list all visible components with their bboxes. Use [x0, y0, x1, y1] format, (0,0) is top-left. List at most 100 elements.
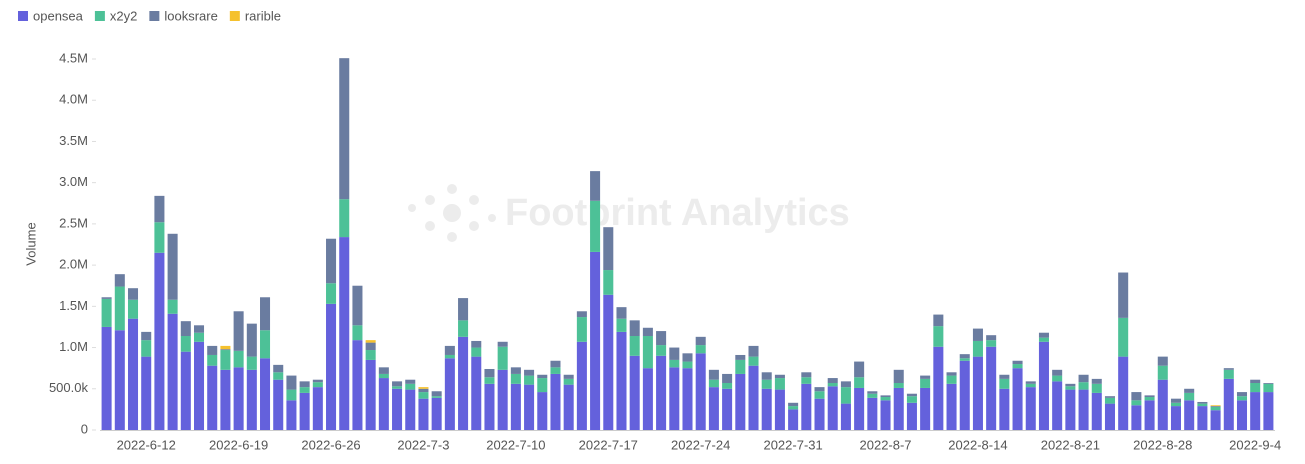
bar-segment — [669, 347, 680, 360]
bar-segment — [180, 321, 191, 337]
bar-segment — [378, 378, 389, 430]
bar-segment — [484, 368, 495, 378]
y-axis-label: Volume — [23, 222, 38, 265]
bar-segment — [1091, 378, 1102, 384]
bar-segment — [326, 303, 337, 430]
bar-segment — [220, 350, 231, 370]
y-tick-label: 0 — [81, 421, 88, 436]
bar-segment — [458, 298, 469, 321]
bar-segment — [867, 397, 878, 430]
bar-segment — [840, 403, 851, 430]
bar-segment — [431, 396, 442, 398]
bar-segment — [273, 379, 284, 430]
bar-segment — [788, 402, 799, 407]
bar-segment — [1210, 410, 1221, 430]
bar-segment — [959, 360, 970, 430]
bar-segment — [510, 383, 521, 430]
bar-segment — [220, 345, 231, 350]
bar-segment — [444, 354, 455, 359]
bar-segment — [1236, 396, 1248, 401]
bar-segment — [906, 396, 917, 403]
bar-segment — [814, 398, 825, 430]
bar-segment — [590, 171, 601, 201]
bar-segment — [669, 359, 680, 368]
bar-segment — [603, 294, 614, 430]
bar-segment — [986, 346, 997, 430]
bar-segment — [972, 340, 983, 357]
legend-swatch — [149, 11, 160, 21]
bar-segment — [1052, 375, 1063, 382]
bar-segment — [1144, 397, 1155, 401]
bar-segment — [827, 378, 838, 384]
bar-segment — [748, 356, 759, 366]
bar-segment — [1065, 383, 1076, 387]
bar-segment — [326, 283, 337, 304]
bar-segment — [510, 373, 521, 384]
bar-segment — [1065, 386, 1076, 390]
bar-segment — [207, 345, 218, 355]
watermark-logo — [408, 184, 496, 242]
bar-segment — [1210, 406, 1221, 411]
bar-segment — [1184, 392, 1195, 401]
bar-segment — [497, 346, 508, 370]
x-tick-label: 2022-8-14 — [948, 437, 1007, 452]
watermark: Footprint Analytics — [505, 192, 850, 234]
bar-segment — [1078, 374, 1089, 383]
bar-segment — [378, 373, 389, 379]
bar-segment — [471, 347, 482, 357]
legend-label: looksrare — [164, 8, 217, 23]
bar-segment — [510, 367, 521, 374]
bar-segment — [1223, 368, 1234, 370]
bar-segment — [788, 409, 799, 430]
bar-segment — [365, 340, 376, 343]
bar-segment — [682, 361, 693, 369]
bar-segment — [260, 330, 271, 359]
bar-segment — [1065, 389, 1076, 430]
bar-segment — [458, 336, 469, 430]
bar-segment — [814, 391, 825, 399]
bar-segment — [801, 377, 812, 384]
bar-segment — [392, 386, 403, 389]
bar-segment — [352, 325, 363, 341]
bar-segment — [893, 383, 904, 388]
bar-segment — [893, 369, 904, 384]
bar-segment — [339, 199, 350, 238]
bar-segment — [999, 374, 1010, 379]
x-tick-label: 2022-6-12 — [117, 437, 176, 452]
bar-segment — [246, 323, 257, 357]
bar-segment — [1118, 272, 1129, 318]
bar-segment — [405, 389, 416, 430]
bar-segment — [1091, 392, 1102, 430]
bar-segment — [339, 58, 350, 200]
legend-label: x2y2 — [110, 8, 137, 23]
bar-segment — [1038, 337, 1049, 342]
bar-segment — [867, 393, 878, 398]
bar-segment — [233, 311, 244, 351]
bar-segment — [827, 386, 838, 430]
bar-segment — [748, 345, 759, 357]
bar-segment — [656, 331, 667, 346]
x-tick-label: 2022-9-4 — [1229, 437, 1281, 452]
bar-segment — [761, 372, 772, 380]
bar-segment — [576, 341, 587, 430]
bar-segment — [207, 354, 218, 366]
bar-segment — [735, 354, 746, 360]
bar-segment — [286, 400, 297, 430]
legend-swatch — [94, 11, 105, 21]
bar-segment — [471, 356, 482, 430]
bar-segment — [497, 341, 508, 347]
bar-segment — [563, 384, 574, 430]
bar-segment — [774, 378, 785, 390]
bar-segment — [933, 326, 944, 347]
x-tick-label: 2022-7-10 — [486, 437, 545, 452]
bar-segment — [1078, 389, 1089, 430]
bar-segment — [840, 381, 851, 388]
bar-segment — [1144, 400, 1155, 430]
bar-segment — [735, 359, 746, 374]
bar-segment — [326, 238, 337, 284]
y-tick-label: 3.5M — [59, 133, 88, 148]
bar-segment — [141, 356, 152, 430]
bar-segment — [524, 369, 535, 376]
bar-segment — [431, 391, 442, 397]
bar-segment — [1263, 392, 1274, 430]
